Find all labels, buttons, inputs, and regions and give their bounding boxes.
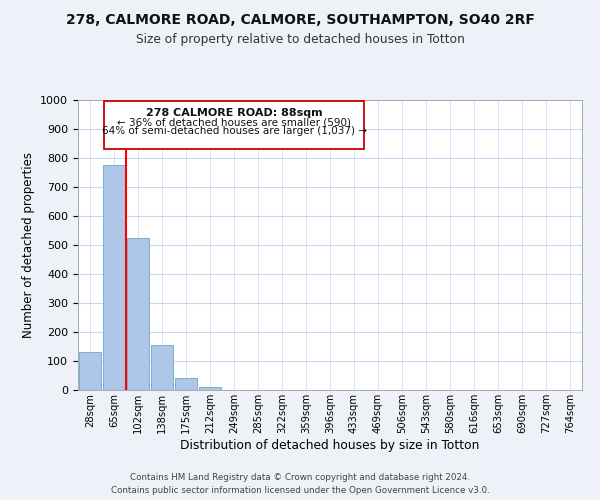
Text: 278, CALMORE ROAD, CALMORE, SOUTHAMPTON, SO40 2RF: 278, CALMORE ROAD, CALMORE, SOUTHAMPTON,… xyxy=(65,12,535,26)
Text: 64% of semi-detached houses are larger (1,037) →: 64% of semi-detached houses are larger (… xyxy=(101,126,367,136)
Bar xyxy=(175,378,197,390)
Text: Contains HM Land Registry data © Crown copyright and database right 2024.: Contains HM Land Registry data © Crown c… xyxy=(130,472,470,482)
Text: Contains public sector information licensed under the Open Government Licence v3: Contains public sector information licen… xyxy=(110,486,490,495)
Text: ← 36% of detached houses are smaller (590): ← 36% of detached houses are smaller (59… xyxy=(117,118,351,128)
FancyBboxPatch shape xyxy=(104,102,364,150)
X-axis label: Distribution of detached houses by size in Totton: Distribution of detached houses by size … xyxy=(181,438,479,452)
Bar xyxy=(127,238,149,390)
Text: 278 CALMORE ROAD: 88sqm: 278 CALMORE ROAD: 88sqm xyxy=(146,108,322,118)
Bar xyxy=(151,345,173,390)
Bar xyxy=(79,352,101,390)
Text: Size of property relative to detached houses in Totton: Size of property relative to detached ho… xyxy=(136,32,464,46)
Y-axis label: Number of detached properties: Number of detached properties xyxy=(22,152,35,338)
Bar xyxy=(103,166,125,390)
Bar xyxy=(199,387,221,390)
